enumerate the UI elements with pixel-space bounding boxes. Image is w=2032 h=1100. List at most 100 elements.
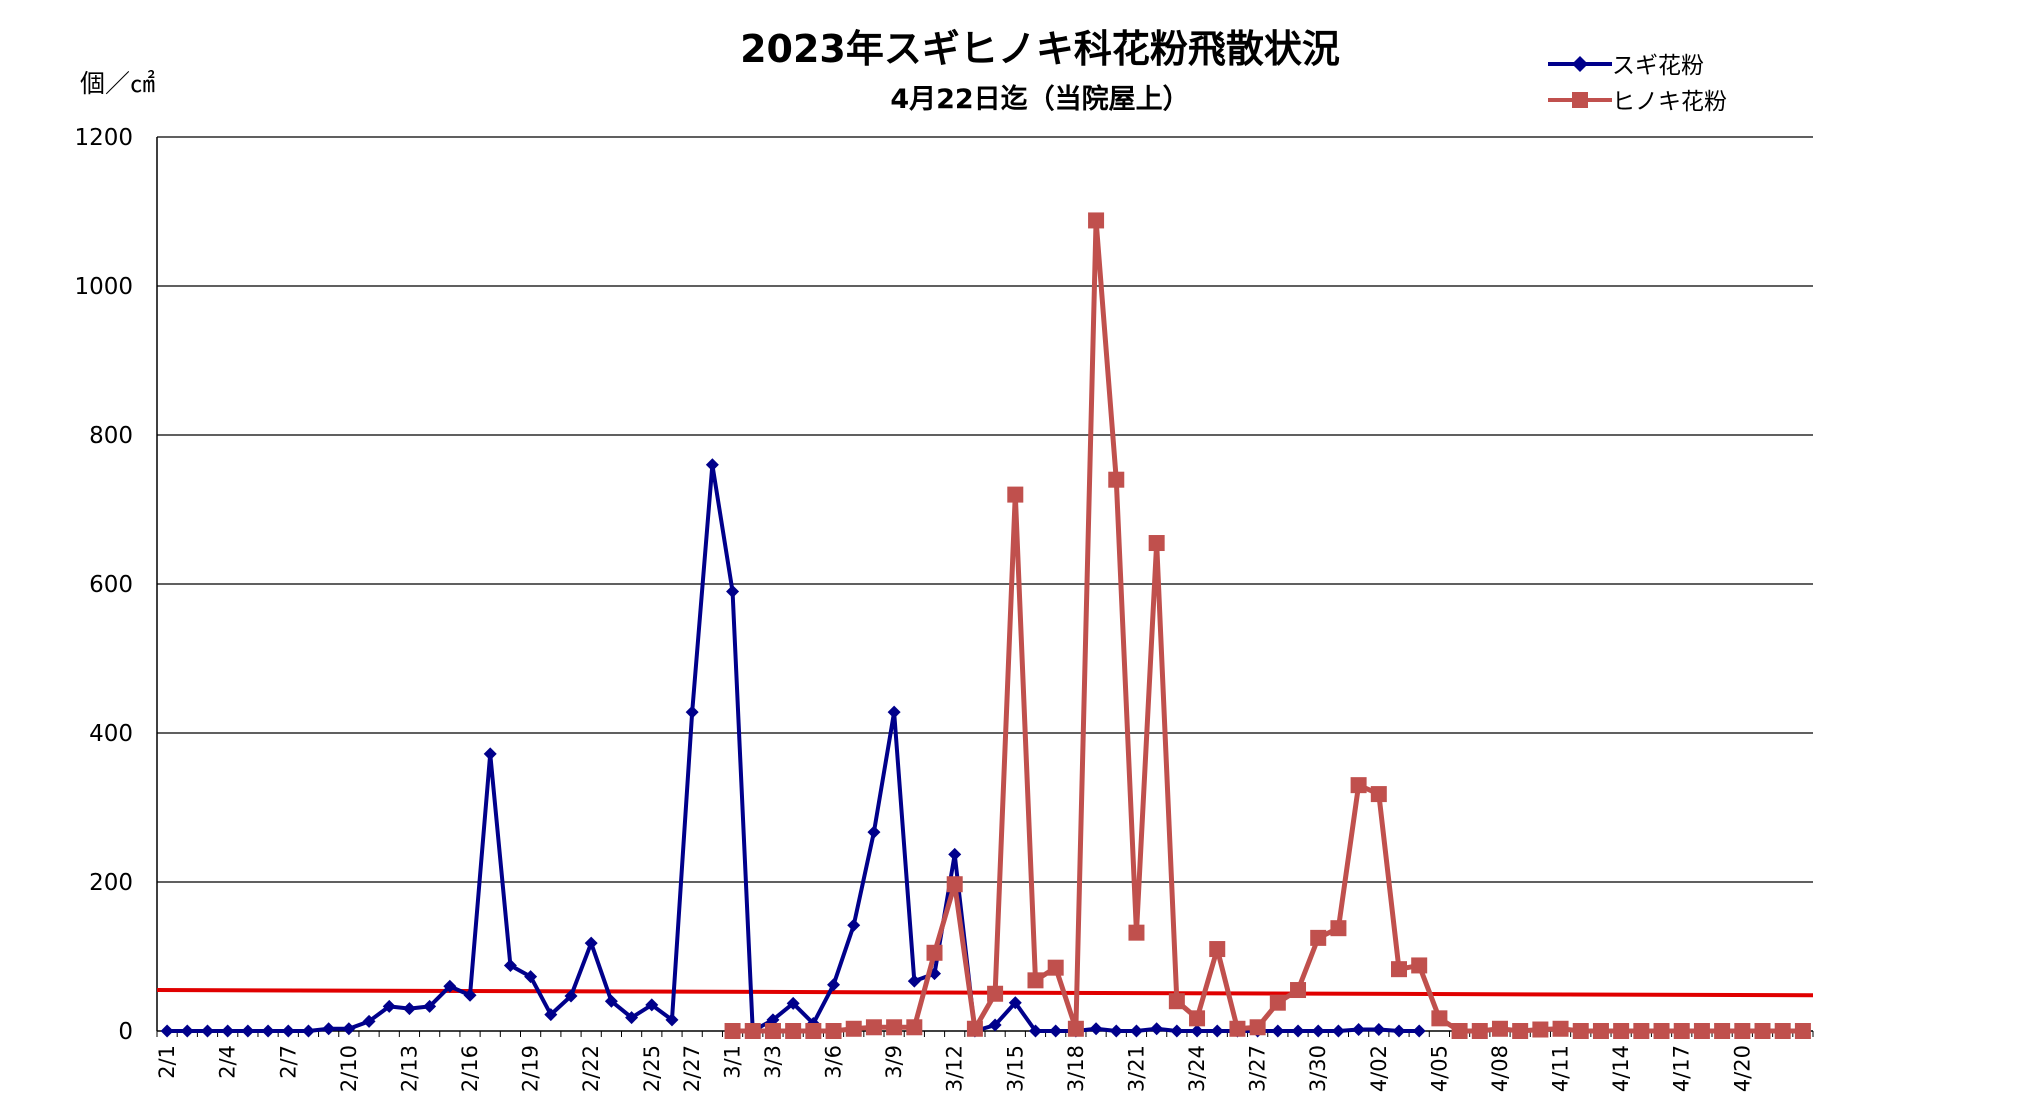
series-line-0: [167, 462, 1420, 1033]
x-tick-label: 2/16: [458, 1045, 482, 1092]
x-tick-label: 4/05: [1427, 1045, 1451, 1092]
data-point: [362, 1014, 376, 1028]
data-point: [1109, 1024, 1123, 1038]
data-point: [867, 825, 881, 839]
data-point: [160, 1024, 174, 1038]
grid-lines: [157, 136, 1813, 883]
x-tick-label: 3/6: [822, 1045, 846, 1079]
data-point: [1028, 1024, 1042, 1038]
x-tick-label: 3/21: [1124, 1045, 1148, 1092]
data-point: [483, 747, 497, 761]
data-point: [1108, 471, 1125, 488]
x-tick-label: 4/08: [1488, 1045, 1512, 1092]
data-point: [988, 1018, 1002, 1032]
data-point: [1512, 1023, 1529, 1039]
data-point: [241, 1024, 255, 1038]
y-tick-label: 1200: [74, 125, 133, 151]
data-point: [1049, 1024, 1063, 1038]
data-point: [744, 1023, 761, 1039]
reference-line-layer: [156, 988, 1814, 998]
data-point: [966, 1020, 983, 1037]
data-point: [827, 978, 841, 992]
y-tick-label: 600: [89, 572, 133, 598]
data-point: [1693, 1023, 1710, 1039]
data-point: [1269, 994, 1286, 1011]
x-tick-label: 3/12: [943, 1045, 967, 1092]
reference-line: [156, 988, 1814, 998]
data-point: [1089, 1022, 1103, 1036]
data-point: [1370, 786, 1387, 803]
data-point: [604, 994, 618, 1008]
y-tick-label: 200: [89, 870, 133, 896]
x-tick-label: 4/14: [1609, 1045, 1633, 1092]
data-point: [1249, 1019, 1266, 1036]
x-tick-label: 2/1: [155, 1045, 179, 1079]
data-point: [564, 989, 578, 1003]
data-point: [764, 1023, 781, 1039]
legend-label-hinoki: ヒノキ花粉: [1612, 89, 1727, 115]
data-point: [584, 936, 598, 950]
data-point: [825, 1023, 842, 1039]
data-point: [1129, 1024, 1143, 1038]
x-tick-label: 2/27: [680, 1045, 704, 1092]
series-1: [724, 212, 1811, 1039]
data-point: [1290, 982, 1307, 999]
chart-legend: スギ花粉 ヒノキ花粉: [1548, 53, 1727, 115]
data-point: [625, 1011, 639, 1025]
data-point: [1391, 961, 1407, 978]
data-point: [1552, 1020, 1569, 1037]
data-point: [1352, 1023, 1366, 1037]
data-point: [987, 985, 1004, 1002]
chart-title: 2023年スギヒノキ科花粉飛散状況: [740, 27, 1340, 71]
x-tick-label: 2/13: [397, 1045, 421, 1092]
data-point: [907, 974, 921, 988]
x-tick-label: 4/11: [1549, 1045, 1573, 1092]
data-point: [1150, 1022, 1164, 1036]
data-point: [1128, 924, 1145, 941]
y-axis-unit-label: 個／㎠: [80, 69, 155, 98]
data-point: [1372, 1023, 1386, 1037]
data-point: [1491, 1020, 1508, 1037]
data-point: [1067, 1020, 1084, 1037]
x-tick-label: 3/9: [882, 1045, 906, 1079]
data-point: [1170, 1024, 1184, 1038]
data-point: [1734, 1023, 1751, 1039]
data-point: [724, 1023, 741, 1039]
data-point: [1673, 1023, 1690, 1039]
data-point: [926, 944, 943, 961]
data-point: [1431, 1010, 1448, 1027]
data-point: [503, 958, 517, 972]
data-point: [1148, 535, 1165, 552]
data-point: [1027, 972, 1044, 989]
data-point: [1633, 1023, 1650, 1039]
data-point: [544, 1008, 558, 1022]
x-tick-label: 2/22: [579, 1045, 603, 1092]
data-point: [865, 1019, 882, 1036]
data-point: [1190, 1024, 1204, 1038]
data-point: [948, 847, 962, 861]
data-point: [1592, 1023, 1609, 1039]
data-point: [1714, 1023, 1731, 1039]
data-point: [1451, 1023, 1468, 1039]
x-tick-label: 2/4: [216, 1045, 240, 1079]
x-tick-label: 3/15: [1003, 1045, 1027, 1092]
data-point: [1209, 941, 1226, 958]
data-point: [1653, 1023, 1670, 1039]
data-point: [1572, 1023, 1589, 1039]
data-point: [726, 584, 740, 598]
axes: [156, 137, 1814, 1037]
data-point: [1168, 993, 1185, 1010]
y-tick-label: 0: [118, 1019, 133, 1045]
y-tick-label: 400: [89, 721, 133, 747]
y-tick-label: 1000: [74, 274, 133, 300]
data-point: [1331, 1024, 1345, 1038]
data-point: [946, 876, 963, 893]
y-tick-labels: 0 200 400 600 800 1000 1200: [74, 125, 133, 1045]
data-point: [1754, 1023, 1771, 1039]
data-point: [524, 970, 538, 984]
data-point: [1311, 1024, 1325, 1038]
data-point: [887, 705, 901, 719]
data-point: [1189, 1010, 1206, 1027]
series-layer: [160, 212, 1811, 1039]
data-point: [180, 1024, 194, 1038]
